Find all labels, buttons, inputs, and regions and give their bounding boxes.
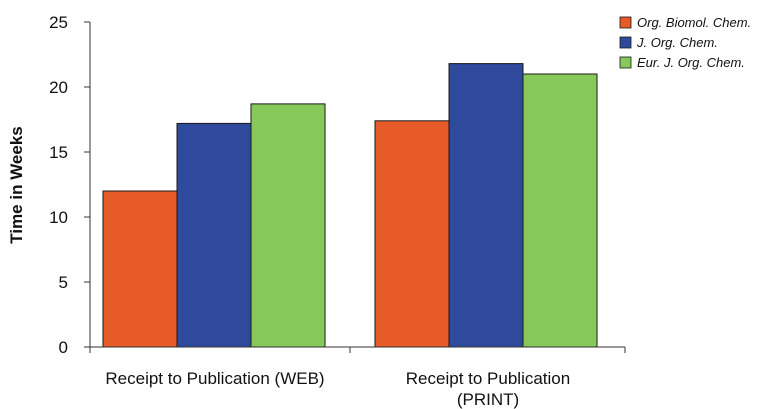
legend-swatch-3: [619, 56, 632, 69]
legend-label-2: J. Org. Chem.: [636, 35, 718, 50]
bars-group: [102, 63, 598, 348]
x-category-labels: Receipt to Publication (WEB) Receipt to P…: [105, 369, 570, 409]
legend: Org. Biomol. Chem. J. Org. Chem. Eur. J. O…: [619, 15, 751, 70]
bar-1-2: [374, 120, 450, 348]
y-tick-label-20: 20: [49, 78, 68, 97]
y-ticks-group: 0 5 10 15 20 25: [49, 13, 90, 357]
y-axis-title: Time in Weeks: [7, 126, 26, 243]
y-tick-label-15: 15: [49, 143, 68, 162]
y-tick-label-10: 10: [49, 208, 68, 227]
x-category-label-1: Receipt to Publication (WEB): [105, 369, 324, 388]
legend-label-3: Eur. J. Org. Chem.: [637, 55, 745, 70]
bar-2-2: [448, 63, 524, 348]
bar-1-1: [102, 190, 178, 348]
y-tick-label-0: 0: [59, 338, 68, 357]
legend-swatch-1: [619, 16, 632, 29]
bar-2-1: [176, 122, 252, 348]
legend-label-1: Org. Biomol. Chem.: [637, 15, 751, 30]
legend-swatch-2: [619, 36, 632, 49]
x-category-label-2: Receipt to Publication (PRINT): [406, 369, 570, 409]
y-tick-label-25: 25: [49, 13, 68, 32]
y-tick-label-5: 5: [59, 273, 68, 292]
bar-3-1: [250, 103, 326, 348]
axes-group: [89, 22, 626, 353]
bar-3-2: [522, 73, 598, 348]
